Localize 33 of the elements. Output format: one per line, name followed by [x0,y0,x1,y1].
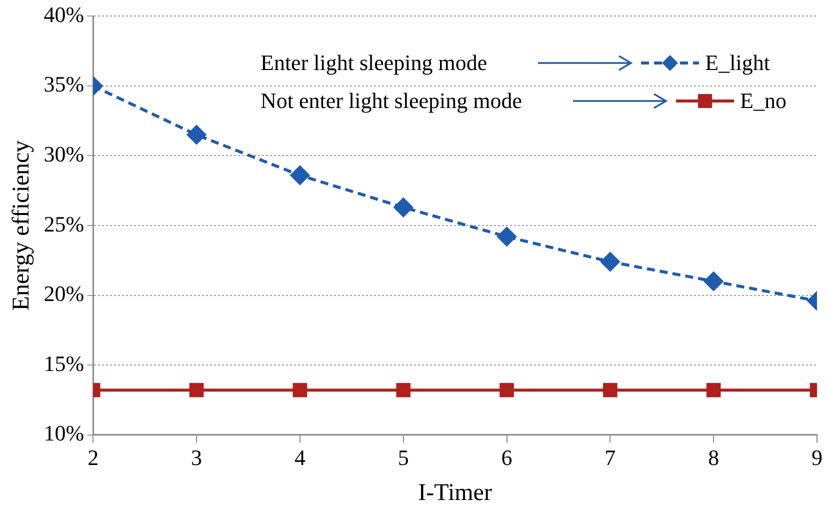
annotation: Not enter light sleeping mode [260,88,522,114]
point [394,198,413,217]
x-tick-label: 4 [294,444,306,470]
point [290,166,310,185]
x-axis-title: I-Timer [418,480,492,506]
x-tick-label: 8 [708,444,720,470]
y-tick-label: 20% [44,281,84,306]
legend-label: E_no [740,88,788,114]
point [603,382,618,398]
y-tick-label: 40% [44,2,84,27]
point [500,382,514,398]
point [600,252,620,272]
y-tick-label: 35% [44,72,84,97]
point [706,382,721,398]
x-tick-label: 2 [88,444,99,470]
x-tick-label: 3 [191,444,202,470]
point [497,227,516,246]
x-tick-label: 5 [398,444,409,470]
point [396,382,411,398]
y-tick-label: 10% [44,420,84,446]
point [704,272,724,291]
y-axis-title: Energy efficiency [8,140,35,311]
y-tick-label: 25% [44,211,84,236]
point [187,125,206,144]
annotation: Enter light sleeping mode [260,50,488,76]
y-tick-label: 30% [44,142,84,167]
x-tick-label: 6 [501,444,512,470]
legend-label: E_light [705,50,771,76]
x-tick-label: 7 [604,444,616,470]
y-tick-label: 15% [44,350,84,376]
point [189,382,204,398]
x-tick-label: 9 [812,444,822,470]
point [292,382,308,398]
